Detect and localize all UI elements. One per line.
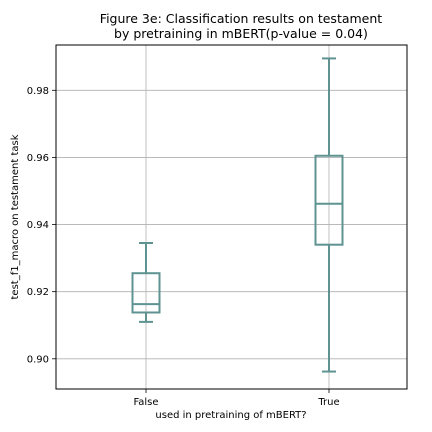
axis-ticks: 0.90 0.92 0.94 0.96 0.98 False True bbox=[27, 86, 340, 408]
x-tick-label: True bbox=[317, 397, 339, 408]
x-tick-label: False bbox=[133, 397, 158, 408]
chart-title-line-1: Figure 3e: Classification results on tes… bbox=[100, 11, 382, 26]
chart-title-line-2: by pretraining in mBERT(p-value = 0.04) bbox=[114, 26, 368, 41]
box-true bbox=[314, 57, 344, 373]
iqr-box bbox=[314, 154, 344, 246]
y-tick-label: 0.90 bbox=[27, 354, 49, 365]
iqr-box bbox=[131, 272, 161, 314]
boxes bbox=[131, 57, 344, 373]
y-tick-label: 0.94 bbox=[27, 220, 49, 231]
x-axis-label: used in pretraining of mBERT? bbox=[155, 410, 306, 421]
grid-lines bbox=[56, 45, 407, 389]
box-false bbox=[131, 242, 161, 323]
plot-frame bbox=[55, 44, 408, 390]
y-axis-label: test_f1_macro on testament task bbox=[10, 134, 21, 299]
y-tick-label: 0.96 bbox=[27, 153, 49, 164]
y-tick-label: 0.92 bbox=[27, 287, 49, 298]
y-tick-label: 0.98 bbox=[27, 86, 49, 97]
